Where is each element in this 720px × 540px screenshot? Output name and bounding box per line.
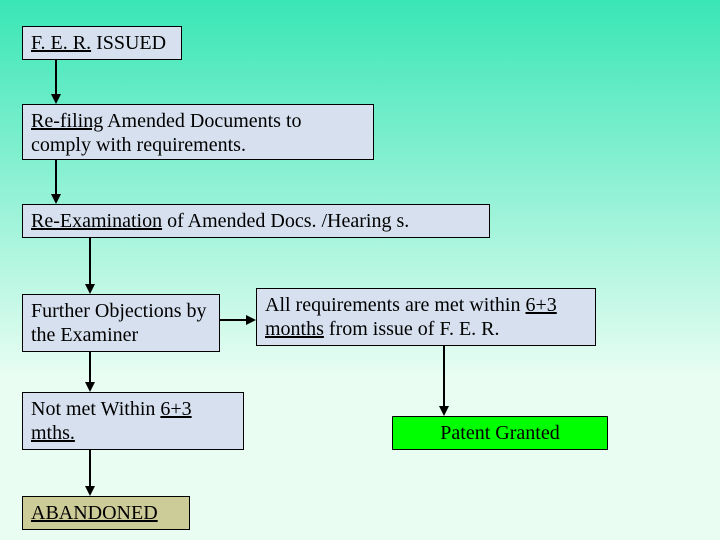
arrow-fer-to-refiling <box>55 60 57 96</box>
node-notmet: Not met Within 6+3 mths. <box>22 392 244 450</box>
node-further-text-before: Further Objections by the Examiner <box>31 300 207 346</box>
node-refiling-text-underlined: Re-filing <box>31 110 103 132</box>
node-allmet-text-after: from issue of F. E. R. <box>324 318 500 340</box>
node-refiling: Re-filing Amended Documents to comply wi… <box>22 104 374 160</box>
arrow-head-reexam-to-further <box>85 284 95 294</box>
node-granted-text-before: Patent Granted <box>440 421 559 445</box>
node-reexam: Re-Examination of Amended Docs. /Hearing… <box>22 204 490 238</box>
arrow-reexam-to-further <box>89 238 91 286</box>
node-further: Further Objections by the Examiner <box>22 294 220 352</box>
arrow-head-allmet-to-granted <box>439 406 449 416</box>
arrow-head-refiling-to-reexam <box>51 194 61 204</box>
arrow-head-further-to-allmet <box>246 315 256 325</box>
node-reexam-text-underlined: Re-Examination <box>31 210 162 232</box>
node-abandoned: ABANDONED <box>22 496 190 530</box>
node-reexam-text-plain: of Amended Docs. /Hearing s. <box>162 210 409 232</box>
node-abandoned-text-underlined: ABANDONED <box>31 502 158 524</box>
node-allmet: All requirements are met within 6+3 mont… <box>256 288 596 346</box>
arrow-notmet-to-abandoned <box>89 450 91 488</box>
node-notmet-text-before: Not met Within <box>31 398 160 420</box>
arrow-refiling-to-reexam <box>55 160 57 196</box>
arrow-head-notmet-to-abandoned <box>85 486 95 496</box>
arrow-allmet-to-granted <box>443 346 445 408</box>
node-fer-text-underlined: F. E. R. <box>31 32 91 54</box>
node-fer-text-plain: ISSUED <box>91 32 166 54</box>
node-allmet-text-before: All requirements are met within <box>265 294 525 316</box>
flowchart-canvas: F. E. R. ISSUED Re-filing Amended Documen… <box>0 0 720 540</box>
arrow-head-further-to-notmet <box>85 382 95 392</box>
node-fer: F. E. R. ISSUED <box>22 26 182 60</box>
arrow-further-to-allmet <box>220 319 248 321</box>
node-granted: Patent Granted <box>392 416 608 450</box>
arrow-head-fer-to-refiling <box>51 94 61 104</box>
arrow-further-to-notmet <box>89 352 91 384</box>
